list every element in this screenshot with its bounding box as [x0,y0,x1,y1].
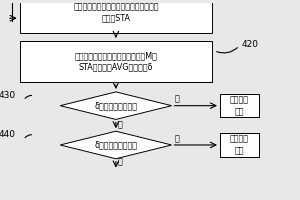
Text: 420: 420 [242,40,258,49]
FancyBboxPatch shape [220,94,259,117]
FancyBboxPatch shape [220,133,259,157]
FancyBboxPatch shape [20,41,212,82]
Text: 获取下一个报文中的数据，得出下一个启
动时间STA: 获取下一个报文中的数据，得出下一个启 动时间STA [73,2,159,23]
FancyBboxPatch shape [20,0,212,33]
Text: 否: 否 [118,120,123,129]
Text: δ是否大于衰退阈值: δ是否大于衰退阈值 [94,140,137,149]
Text: 发出衰退
报警: 发出衰退 报警 [230,135,249,155]
Polygon shape [60,92,172,119]
Text: 440: 440 [0,130,15,139]
Text: 是: 是 [175,134,179,143]
Text: 430: 430 [0,91,15,100]
Polygon shape [60,131,172,159]
Text: 是: 是 [175,95,179,104]
Text: 否: 否 [118,158,123,167]
Text: δ是否大于故障阈值: δ是否大于故障阈值 [94,101,137,110]
Text: 发出故障
报警: 发出故障 报警 [230,95,249,116]
Text: 取两个计数器之和个时间点之前的M个
STA，求均值AVG以及方差δ: 取两个计数器之和个时间点之前的M个 STA，求均值AVG以及方差δ [74,51,157,72]
